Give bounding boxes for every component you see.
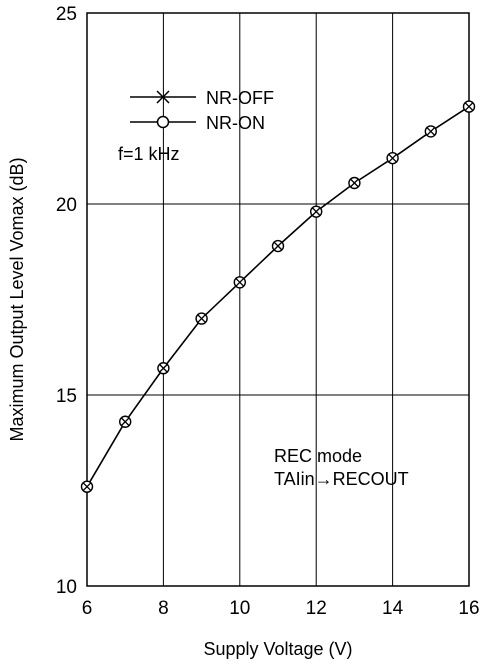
x-tick-label: 16	[458, 598, 479, 619]
y-axis-label: Maximum Output Level Vomax (dB)	[7, 157, 27, 441]
data-point-x	[349, 178, 359, 188]
legend-marker-circle-icon	[156, 115, 170, 129]
legend-item-nr-off: NR-OFF	[130, 88, 274, 108]
y-tick-label: 20	[56, 195, 77, 216]
legend-marker-x-icon	[156, 90, 170, 104]
plot-frame	[86, 12, 470, 587]
x-tick-label: 14	[382, 598, 404, 619]
legend-label-nr-off: NR-OFF	[206, 88, 274, 108]
data-point-x	[120, 417, 130, 427]
data-point-x	[311, 207, 321, 217]
data-point-x	[464, 102, 474, 112]
data-point-x	[273, 241, 283, 251]
annotation-frequency: f=1 kHz	[118, 144, 180, 164]
grid	[87, 13, 469, 586]
data-point-x	[82, 482, 92, 492]
legend: NR-OFF NR-ON	[130, 88, 274, 133]
annotation-mode-line1: REC mode	[274, 446, 362, 466]
x-tick-label: 10	[229, 598, 250, 619]
x-axis-label: Supply Voltage (V)	[203, 639, 352, 659]
x-tick-label: 12	[306, 598, 327, 619]
y-tick-label: 25	[56, 4, 77, 25]
y-tick-label: 10	[56, 577, 77, 598]
series-nr-off	[82, 102, 474, 492]
data-point-x	[388, 153, 398, 163]
x-tick-label: 8	[158, 598, 169, 619]
x-axis-ticks: 6 8 10 12 14 16	[82, 598, 480, 619]
data-point-x	[197, 314, 207, 324]
legend-label-nr-on: NR-ON	[206, 113, 265, 133]
legend-item-nr-on: NR-ON	[130, 113, 265, 133]
x-tick-label: 6	[82, 598, 93, 619]
series-layer	[80, 100, 476, 493]
annotation-mode-line2: TAIin→RECOUT	[274, 469, 409, 489]
y-axis-ticks: 10 15 20 25	[56, 4, 77, 598]
data-point-x	[426, 126, 436, 136]
data-point-x	[235, 277, 245, 287]
data-point-x	[158, 363, 168, 373]
y-tick-label: 15	[56, 386, 77, 407]
